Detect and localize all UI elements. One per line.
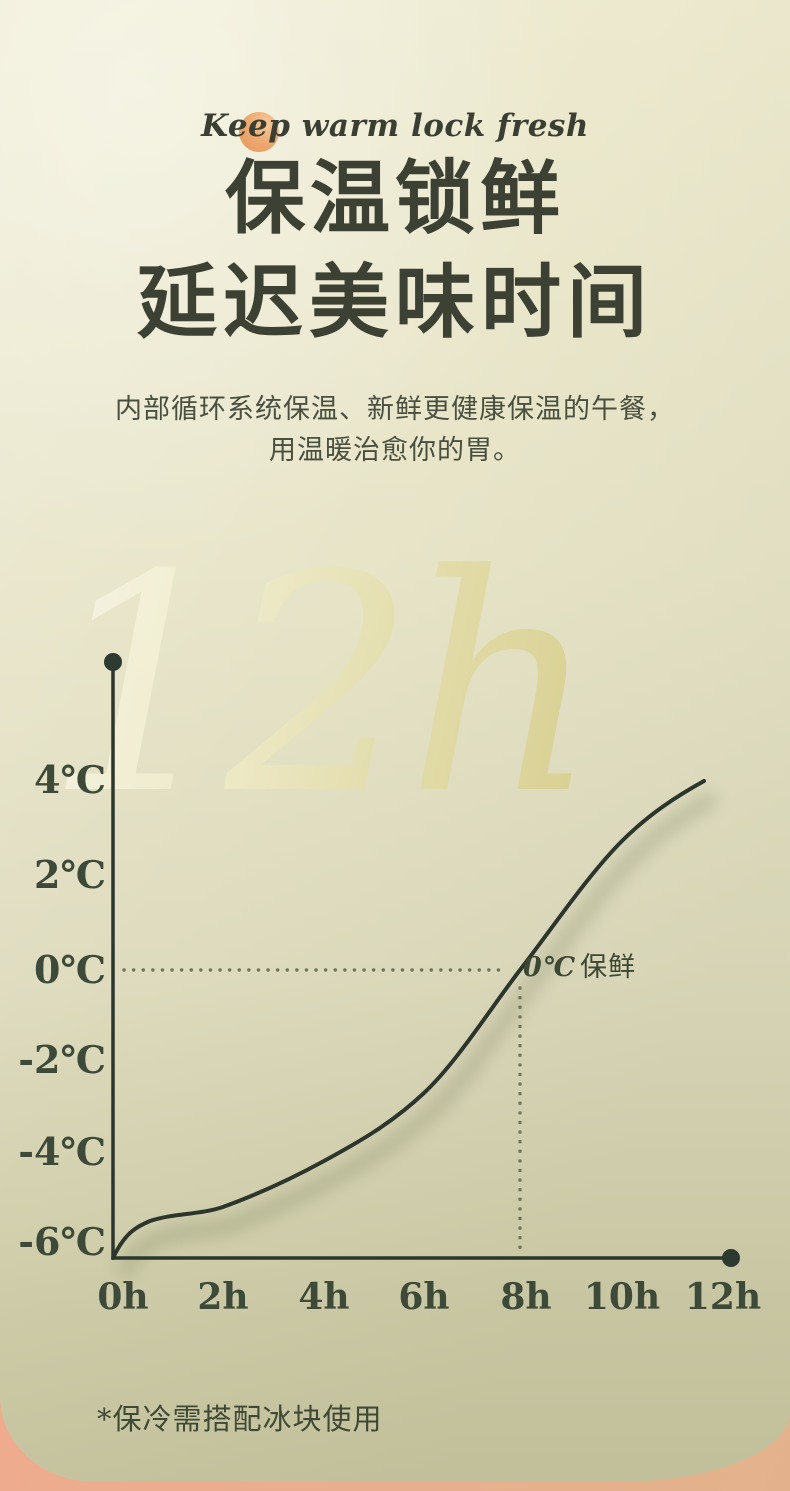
y-axis-tick-label: 2℃ (34, 852, 106, 897)
x-axis-tick-label: 0h (97, 1276, 149, 1318)
fresh-point-annotation: 0℃ 保鲜 (523, 950, 636, 986)
y-axis-tick-label: -4℃ (18, 1129, 106, 1174)
subtitle-line2: 用温暖治愈你的胃。 (269, 435, 521, 466)
annotation-value: 0℃ (523, 952, 577, 983)
x-axis-tick-label: 12h (684, 1276, 762, 1318)
x-axis-tick-label: 2h (197, 1276, 249, 1318)
y-axis-tick-label: -6℃ (18, 1219, 106, 1264)
x-axis-tick-label: 10h (583, 1276, 661, 1318)
y-axis-tick-label: 0℃ (34, 947, 106, 992)
y-axis-tick-label: 4℃ (34, 757, 106, 802)
y-axis-tick-label: -2℃ (18, 1037, 106, 1082)
page-title-line2: 延迟美味时间 (137, 255, 653, 349)
x-axis-tick-label: 8h (500, 1276, 552, 1318)
eyebrow-row: Keep warm lock fresh (0, 108, 790, 152)
duration-watermark: 12h (44, 511, 599, 860)
annotation-text: 保鲜 (580, 952, 637, 983)
footnote-disclaimer: *保冷需搭配冰块使用 (97, 1402, 383, 1436)
page-title-line1: 保温锁鲜 (225, 151, 565, 245)
x-axis-tick-label: 6h (398, 1276, 450, 1318)
eyebrow-tagline: Keep warm lock fresh (201, 108, 589, 144)
x-axis-tick-label: 4h (298, 1276, 350, 1318)
orange-dot-accent (239, 112, 279, 152)
subtitle-line1: 内部循环系统保温、新鲜更健康保温的午餐， (115, 394, 675, 425)
